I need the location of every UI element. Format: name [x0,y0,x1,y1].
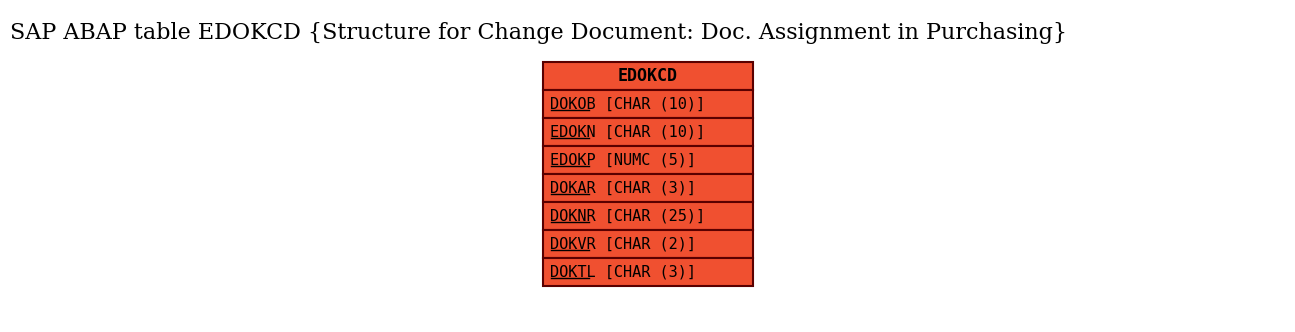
FancyBboxPatch shape [543,202,752,230]
Text: DOKAR [CHAR (3)]: DOKAR [CHAR (3)] [550,181,697,196]
Text: DOKVR [CHAR (2)]: DOKVR [CHAR (2)] [550,236,697,252]
FancyBboxPatch shape [543,146,752,174]
FancyBboxPatch shape [543,62,752,90]
Text: EDOKP [NUMC (5)]: EDOKP [NUMC (5)] [550,152,697,168]
FancyBboxPatch shape [543,174,752,202]
Text: DOKOB [CHAR (10)]: DOKOB [CHAR (10)] [550,97,706,112]
FancyBboxPatch shape [543,258,752,286]
Text: EDOKN [CHAR (10)]: EDOKN [CHAR (10)] [550,124,706,139]
Text: EDOKCD: EDOKCD [618,67,677,85]
FancyBboxPatch shape [543,90,752,118]
Text: DOKTL [CHAR (3)]: DOKTL [CHAR (3)] [550,265,697,280]
Text: SAP ABAP table EDOKCD {Structure for Change Document: Doc. Assignment in Purchas: SAP ABAP table EDOKCD {Structure for Cha… [10,22,1067,44]
FancyBboxPatch shape [543,118,752,146]
Text: DOKNR [CHAR (25)]: DOKNR [CHAR (25)] [550,208,706,223]
FancyBboxPatch shape [543,230,752,258]
